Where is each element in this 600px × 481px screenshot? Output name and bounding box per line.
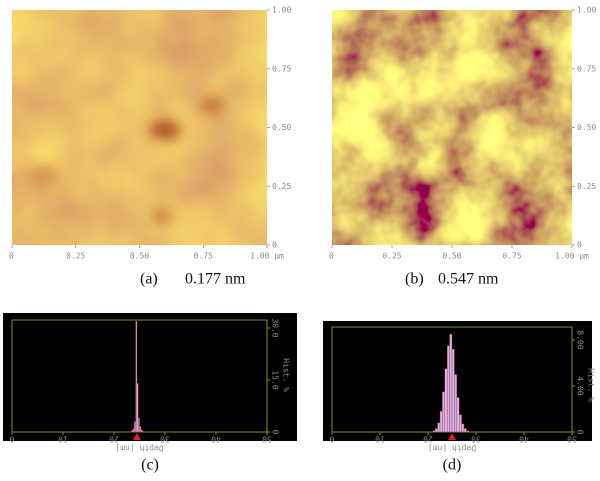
y-tick-label: 0 [272,241,277,250]
histogram-bar [459,414,462,433]
histogram-bar [447,345,450,433]
y-tick-label: 0 [576,430,585,435]
y-tick-label: 0.50 [577,123,596,132]
x-axis-label: Depth [nm] [115,444,163,453]
histogram-bar [442,391,445,433]
x-tick-label: 0.50 [442,252,461,261]
y-tick-label: 1.00 [577,6,596,15]
x-tick-label: 10 [375,435,385,444]
x-tick-label: 0.75 [502,252,521,261]
y-tick-label: 0 [577,241,582,250]
y-tick-label: 0.75 [577,64,596,73]
y-tick-label: 0.75 [272,64,291,73]
x-tick-label: 30 [471,435,481,444]
histogram-bar [449,334,453,433]
panel-label: (b) [405,271,424,288]
mean-marker [448,433,456,440]
histogram-bar [437,422,441,433]
afm-image-a [12,10,267,245]
x-tick-label: 0.25 [66,252,85,261]
x-tick-label: 0 [9,252,14,261]
histogram-bar [454,374,457,433]
histogram-bar [463,428,467,433]
x-tick-label: 10 [58,435,68,444]
panel-label: (c) [141,457,159,474]
x-tick-label: 30 [160,435,170,444]
histogram-bar [135,320,138,433]
x-tick-label: 0 [329,435,334,444]
y-axis-label: Hist. % [587,368,596,402]
x-tick-label: 20 [423,435,433,444]
histogram-bar [435,428,438,433]
x-tick-label: 1.00 µm [555,252,589,261]
histogram-bar [139,426,141,433]
y-tick-label: 0 [271,430,280,435]
histogram-bar [138,417,140,433]
x-tick-label: 20 [109,435,119,444]
x-tick-label: 40 [211,435,221,444]
mean-marker [132,433,141,440]
histogram-bar [439,411,443,433]
x-tick-label: 50 [262,435,272,444]
y-axis-label: Hist. % [282,358,291,392]
panel-label: (a) [140,271,158,288]
plot-background [3,313,297,441]
y-tick-label: 8.00 [576,330,585,349]
y-tick-label: 30.0 [271,318,280,337]
y-tick-label: 15.0 [271,370,280,389]
x-axis-label: Depth [nm] [428,444,476,453]
x-tick-label: 50 [567,435,577,444]
panel-label: (d) [443,457,462,474]
x-tick-label: 0 [329,252,334,261]
x-tick-label: 0 [9,435,14,444]
x-tick-label: 0.50 [130,252,149,261]
x-tick-label: 40 [519,435,529,444]
histogram-bar [466,430,469,433]
y-tick-label: 1.00 [272,6,291,15]
histogram-bar [451,348,455,433]
afm-image-b [332,10,572,245]
histogram-bar [461,423,465,433]
roughness-label: 0.547 nm [438,271,499,288]
y-tick-label: 4.00 [576,376,585,395]
roughness-label: 0.177 nm [185,271,246,288]
x-tick-label: 1.00 µm [250,252,284,261]
y-tick-label: 0.50 [272,123,291,132]
y-tick-label: 0.25 [272,182,291,191]
y-tick-label: 0.25 [577,182,596,191]
histogram-bar [432,430,436,433]
histogram-bar [444,368,448,433]
histogram-bar [136,383,139,433]
histogram-bar [456,397,460,433]
x-tick-label: 0.75 [194,252,213,261]
x-tick-label: 0.25 [382,252,401,261]
